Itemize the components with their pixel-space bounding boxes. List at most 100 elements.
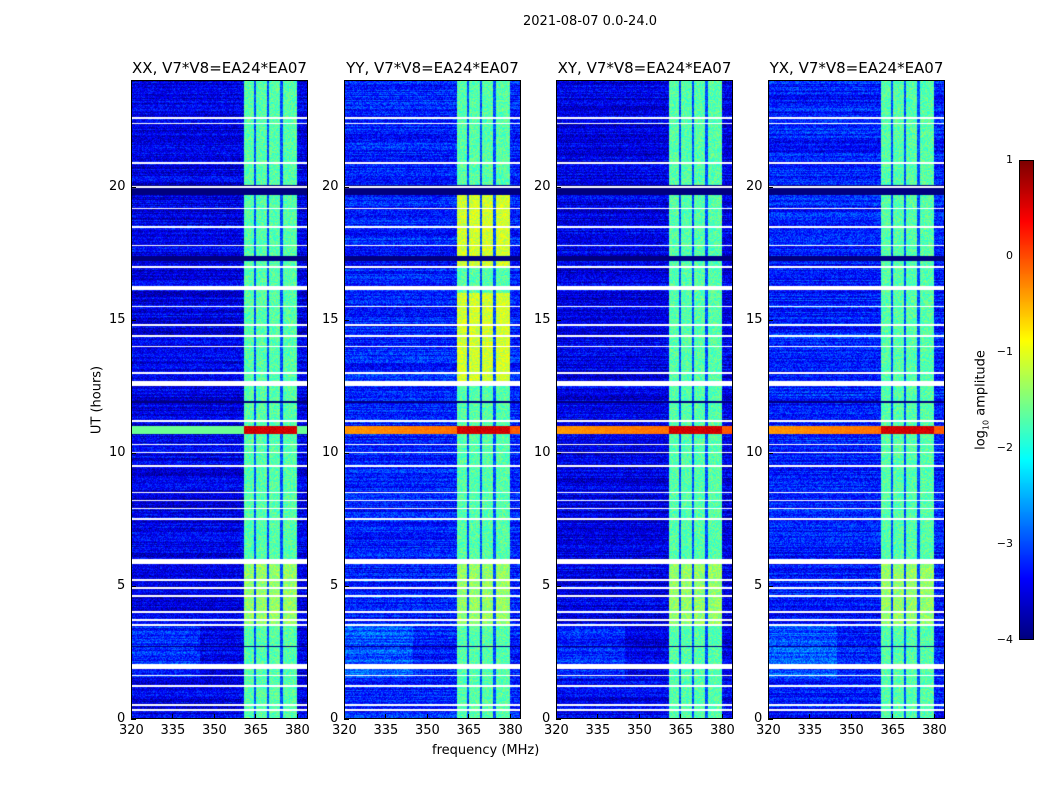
x-tick: [933, 714, 935, 719]
heatmap-image: [345, 81, 520, 718]
y-tick: [768, 186, 773, 188]
x-tick: [344, 714, 345, 719]
y-tick-label: 20: [109, 178, 126, 194]
y-tick: [556, 452, 561, 454]
x-tick: [509, 714, 511, 719]
x-tick-label: 365: [668, 723, 694, 738]
x-tick: [172, 714, 174, 719]
x-tick-label: 380: [497, 723, 523, 738]
y-tick-label: 15: [322, 311, 339, 327]
x-tick-label: 350: [201, 723, 227, 738]
y-tick-label: 5: [542, 577, 551, 593]
y-tick: [131, 452, 136, 454]
y-tick-label: 0: [117, 711, 126, 726]
y-tick-label: 0: [330, 711, 339, 726]
x-tick: [385, 714, 387, 719]
heatmap-image: [769, 81, 944, 718]
colorbar: [1019, 160, 1034, 640]
y-tick: [768, 452, 773, 454]
y-tick-label: 20: [534, 178, 551, 194]
x-tick: [213, 714, 215, 719]
y-tick: [344, 585, 349, 587]
x-tick-label: 320: [332, 723, 357, 738]
x-tick: [296, 714, 298, 719]
x-tick: [850, 714, 852, 719]
x-tick-label: 350: [838, 723, 864, 738]
y-tick-label: 15: [534, 311, 551, 327]
x-tick-label: 320: [756, 723, 781, 738]
x-tick-label: 335: [373, 723, 399, 738]
x-tick-label: 380: [709, 723, 735, 738]
y-tick: [768, 585, 773, 587]
y-axis-label: UT (hours): [89, 365, 105, 435]
x-tick-label: 380: [921, 723, 947, 738]
x-tick: [768, 714, 769, 719]
x-tick: [892, 714, 894, 719]
x-tick: [255, 714, 257, 719]
y-tick-label: 10: [322, 444, 339, 460]
y-tick: [131, 585, 136, 587]
x-tick-label: 320: [119, 723, 144, 738]
x-tick: [468, 714, 470, 719]
y-tick-label: 20: [746, 178, 763, 194]
x-axis-label: frequency (MHz): [432, 743, 540, 758]
y-tick: [131, 186, 136, 188]
x-tick: [426, 714, 428, 719]
colorbar-label: log10 amplitude: [973, 350, 991, 450]
y-tick-label: 10: [109, 444, 126, 460]
y-tick-label: 0: [542, 711, 551, 726]
y-tick-label: 10: [746, 444, 763, 460]
x-tick: [721, 714, 723, 719]
y-tick: [344, 719, 349, 720]
heatmap-panel-xy: [556, 80, 733, 719]
x-tick-label: 320: [544, 723, 569, 738]
y-tick-label: 5: [330, 577, 339, 593]
y-tick: [556, 319, 561, 321]
colorbar-tick-label: −3: [996, 537, 1013, 550]
y-tick: [556, 585, 561, 587]
y-tick: [556, 186, 561, 188]
heatmap-panel-xx: [131, 80, 308, 719]
x-tick-label: 365: [456, 723, 482, 738]
heatmap-image: [132, 81, 307, 718]
x-tick: [556, 714, 557, 719]
y-tick-label: 15: [746, 311, 763, 327]
y-tick: [131, 719, 136, 720]
y-tick-label: 5: [754, 577, 763, 593]
x-tick: [597, 714, 599, 719]
panel-title: XY, V7*V8=EA24*EA07: [557, 59, 732, 77]
y-tick: [768, 719, 773, 720]
x-tick-label: 350: [626, 723, 652, 738]
x-tick: [809, 714, 811, 719]
y-tick: [768, 319, 773, 321]
colorbar-tick-label: −1: [996, 345, 1013, 358]
x-tick-label: 365: [243, 723, 269, 738]
x-tick-label: 350: [414, 723, 440, 738]
panel-title: YY, V7*V8=EA24*EA07: [346, 59, 519, 77]
colorbar-tick-label: −4: [996, 633, 1013, 646]
heatmap-panel-yy: [344, 80, 521, 719]
x-tick-label: 365: [880, 723, 906, 738]
y-tick-label: 5: [117, 577, 126, 593]
y-tick: [344, 319, 349, 321]
y-tick: [344, 186, 349, 188]
heatmap-image: [557, 81, 732, 718]
x-tick: [680, 714, 682, 719]
x-tick-label: 335: [797, 723, 823, 738]
y-tick-label: 0: [754, 711, 763, 726]
x-tick-label: 335: [160, 723, 186, 738]
y-tick: [556, 719, 561, 720]
colorbar-tick-label: 0: [1006, 249, 1013, 262]
x-tick-label: 380: [284, 723, 310, 738]
panel-title: YX, V7*V8=EA24*EA07: [769, 59, 944, 77]
panel-title: XX, V7*V8=EA24*EA07: [132, 59, 307, 77]
heatmap-panel-yx: [768, 80, 945, 719]
y-tick-label: 20: [322, 178, 339, 194]
y-tick: [131, 319, 136, 321]
y-tick: [344, 452, 349, 454]
x-tick: [131, 714, 132, 719]
figure-title: 2021-08-07 0.0-24.0: [523, 14, 657, 29]
x-tick-label: 335: [585, 723, 611, 738]
y-tick-label: 15: [109, 311, 126, 327]
